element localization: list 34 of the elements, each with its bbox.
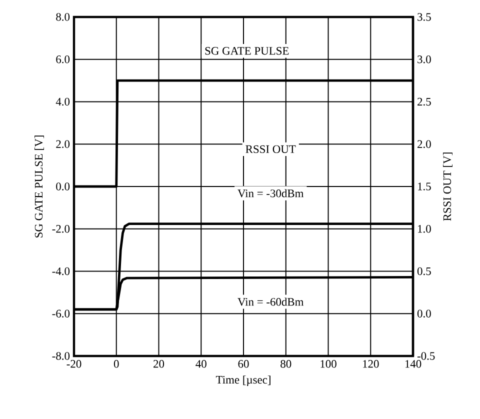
y2-tick-label: -0.5	[417, 352, 435, 360]
y2-tick-label: 2.0	[418, 140, 431, 148]
x-tick-label: 60	[238, 360, 249, 368]
y2-tick-label: 2.5	[418, 98, 431, 106]
y2-tick-label: 3.0	[418, 55, 431, 64]
x-tick-label: 40	[196, 360, 206, 368]
x-tick-label: 20	[154, 360, 164, 368]
y-tick-label: -2.0	[52, 224, 70, 233]
x-axis-title: Time [µsec]	[216, 376, 270, 386]
y-tick-label: 2.0	[56, 140, 70, 148]
y2-axis-title: RSSI OUT [V]	[442, 152, 452, 221]
y-tick-label: 8.0	[56, 13, 70, 21]
annotation: RSSI OUT	[246, 145, 296, 154]
x-tick-label: 0	[114, 360, 119, 368]
text: Vin = -30dBm	[238, 189, 304, 198]
y-tick-label: -4.0	[52, 267, 70, 276]
x-tick-label: 140	[405, 360, 422, 368]
text: SG GATE PULSE	[205, 47, 289, 55]
x-tick-label: 100	[320, 360, 336, 368]
y-tick-label: 4.0	[56, 98, 70, 106]
y-axis-title: SG GATE PULSE [V]	[34, 136, 44, 238]
y2-tick-label: 3.5	[418, 13, 431, 21]
y-tick-label: 6.0	[56, 55, 70, 64]
x-tick-label: -20	[66, 360, 82, 368]
y2-tick-label: 1.5	[418, 182, 431, 190]
y-tick-label: 0.0	[56, 182, 70, 190]
y-tick-label: -8.0	[52, 352, 70, 360]
y2-tick-label: 0.0	[417, 310, 431, 318]
y2-tick-label: 0.5	[417, 267, 431, 276]
series-label: Vin = -60dBm	[238, 298, 304, 306]
x-tick-label: 120	[363, 360, 379, 368]
y2-tick-label: 1.0	[418, 224, 431, 233]
x-tick-label: 80	[280, 360, 292, 368]
y-tick-label: -6.0	[52, 310, 70, 318]
